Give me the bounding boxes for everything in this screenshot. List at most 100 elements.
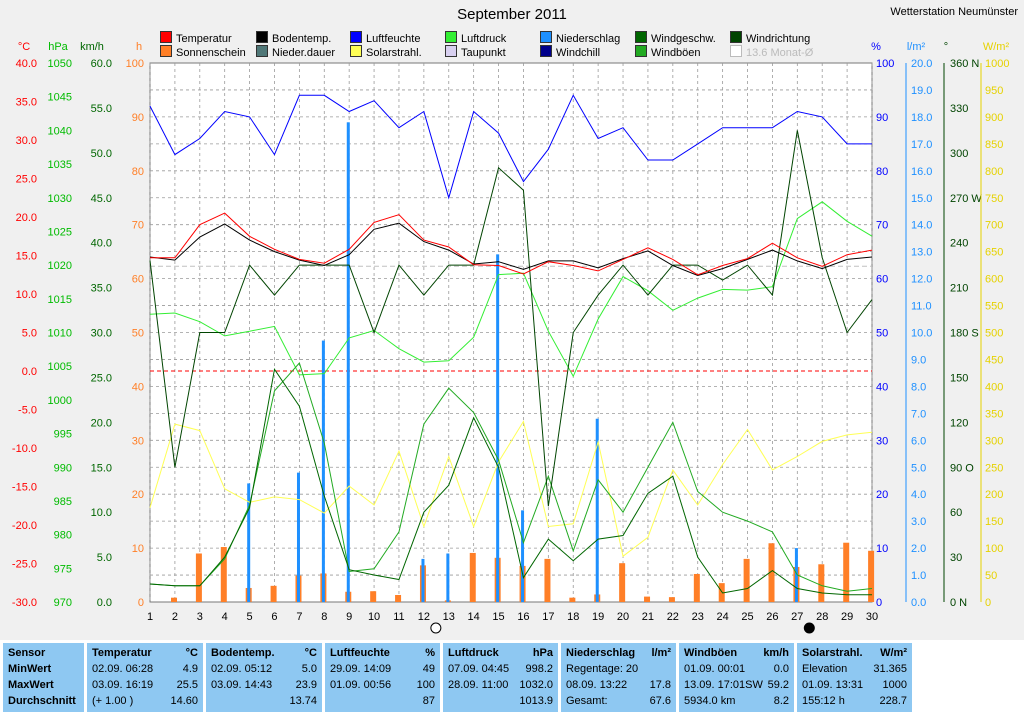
axis-tick-label: 18.0 [911, 112, 932, 124]
series-line-bodentemp [149, 222, 873, 277]
axis-tick-label: 1025 [48, 226, 72, 238]
axis-tick-label: 980 [54, 530, 72, 542]
x-tick-label: 6 [271, 611, 277, 623]
stats-cell-value: 67.6 [649, 695, 671, 707]
axis-tick-label: 15.0 [16, 251, 37, 263]
x-tick-label: 22 [667, 611, 679, 623]
axis-tick-label: 400 [985, 381, 1003, 393]
x-tick-label: 4 [222, 611, 228, 623]
stats-cell-value: 59.2 [767, 679, 789, 691]
precipitation-bar [496, 254, 500, 602]
axis-tick-label: 985 [54, 496, 72, 508]
stats-cell-value: 0.0 [773, 663, 789, 675]
precipitation-bar [321, 340, 325, 602]
axis-tick-label: 25.0 [16, 174, 37, 186]
legend-swatch [160, 31, 172, 43]
axis-tick-label: 20.0 [16, 212, 37, 224]
x-tick-label: 20 [617, 611, 629, 623]
axis-tick-label: 5.0 [97, 552, 112, 564]
axis-tick-label: 120 [950, 417, 968, 429]
x-tick-label: 26 [766, 611, 778, 623]
precipitation-bar [446, 553, 450, 602]
axis-unit-label: ° [944, 41, 948, 53]
chart-legend: Temperatur Bodentemp. Luftfeuchte Luftdruck… [160, 31, 860, 59]
axis-tick-label: 40 [132, 381, 144, 393]
axis-tick-label: -5.0 [18, 405, 37, 417]
axis-tick-label: 15.0 [911, 193, 932, 205]
stats-cell-value: 5.0 [301, 663, 317, 675]
axis-tick-label: 950 [985, 85, 1003, 97]
axis-tick-label: -25.0 [12, 559, 37, 571]
axis-tick-label: 10.0 [911, 328, 932, 340]
stats-cell-value: 4.9 [182, 663, 198, 675]
axis-tick-label: 240 [950, 238, 968, 250]
stats-panel-unit: °C [304, 647, 317, 659]
axis-tick-label: 15.0 [91, 462, 112, 474]
legend-label: Windchill [556, 47, 601, 59]
legend-label: Niederschlag [556, 33, 621, 45]
legend-item: Windböen [635, 45, 701, 59]
axis-tick-label: 13.0 [911, 247, 932, 259]
axis-tick-label: 4.0 [911, 489, 926, 501]
axis-tick-label: 1010 [48, 328, 72, 340]
axis-unit-label: % [871, 41, 881, 53]
axis-tick-label: 60 [950, 507, 962, 519]
axis-tick-label: 100 [985, 543, 1003, 555]
axis-tick-label: 0 [138, 597, 144, 609]
sunshine-bar [220, 547, 227, 602]
stats-panel: Windböen km/h 01.09. 00:01 0.0 13.09. 17:01S… [679, 643, 794, 712]
axis-tick-label: 1035 [48, 159, 72, 171]
legend-item: Luftfeuchte [350, 31, 420, 45]
stats-cell-when: 28.09. 11:00 [448, 679, 509, 691]
axis-tick-label: 35.0 [16, 97, 37, 109]
x-tick-label: 9 [346, 611, 352, 623]
stats-cell-value: 31.365 [873, 663, 907, 675]
axis-tick-label: 970 [54, 597, 72, 609]
axis-tick-label: 270 W [950, 193, 982, 205]
axis-unit-label: km/h [80, 41, 104, 53]
stats-cell-when: 29.09. 14:09 [330, 663, 392, 675]
stats-cell-when: 01.09. 00:01 [684, 663, 746, 675]
axis-tick-label: 500 [985, 328, 1003, 340]
axis-tick-label: 975 [54, 563, 72, 575]
stats-cell-value: 13.74 [289, 695, 317, 707]
axis-tick-label: 70 [132, 220, 144, 232]
legend-item: Sonnenschein [160, 45, 246, 59]
axis-tick-label: 330 [950, 103, 968, 115]
legend-label: Temperatur [176, 33, 232, 45]
legend-swatch [160, 45, 172, 57]
axis-tick-label: 25.0 [91, 372, 112, 384]
stats-panel-unit: W/m² [880, 647, 907, 659]
x-tick-label: 8 [321, 611, 327, 623]
axis-tick-label: 1050 [48, 58, 72, 70]
axis-tick-label: 9.0 [911, 354, 926, 366]
axis-tick-label: 1040 [48, 125, 72, 137]
axis-tick-label: 5.0 [22, 328, 37, 340]
axis-tick-label: 100 [126, 58, 144, 70]
stats-panel-title: Niederschlag [566, 647, 636, 659]
axis-tick-label: 360 N [950, 58, 979, 70]
stats-panel-unit: l/m² [651, 647, 671, 659]
series-line-luftfeuchte [149, 94, 872, 200]
x-tick-label: 24 [716, 611, 728, 623]
sunshine-bar [469, 552, 476, 602]
legend-label: Windgeschw. [651, 33, 716, 45]
axis-tick-label: 350 [985, 408, 1003, 420]
stats-cell-when: 02.09. 06:28 [92, 663, 154, 675]
axis-tick-label: 7.0 [911, 408, 926, 420]
axis-tick-label: 70 [876, 220, 888, 232]
x-tick-label: 12 [418, 611, 430, 623]
legend-item: Windrichtung [730, 31, 810, 45]
axis-tick-label: 30 [132, 435, 144, 447]
legend-item: Windgeschw. [635, 31, 716, 45]
axis-tick-label: 550 [985, 301, 1003, 313]
axis-tick-label: 250 [985, 462, 1003, 474]
axis-tick-label: 995 [54, 429, 72, 441]
precipitation-bar [346, 122, 350, 602]
axis-tick-label: 80 [132, 166, 144, 178]
stats-panel-title: Luftfeuchte [330, 647, 390, 659]
axis-tick-label: 11.0 [911, 301, 932, 313]
axis-tick-label: 450 [985, 354, 1003, 366]
stats-cell-value: 49 [422, 663, 435, 675]
stats-panel-title: Luftdruck [448, 647, 499, 659]
